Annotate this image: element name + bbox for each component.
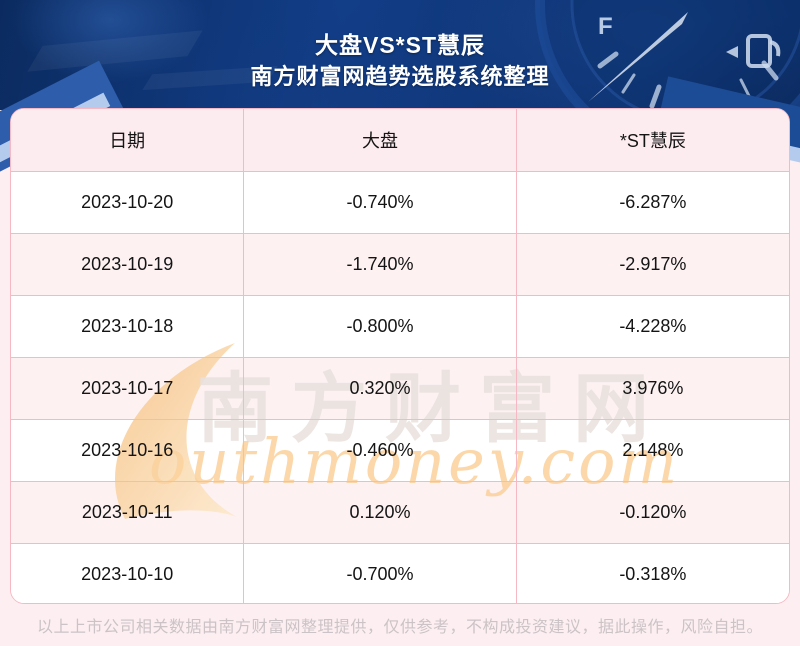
table-row: 2023-10-16 -0.460% 2.148% [11,419,789,481]
table-body: 2023-10-20 -0.740% -6.287% 2023-10-19 -1.740… [11,171,789,603]
stock-change-cell: -4.228% [516,295,789,357]
market-change-cell: 0.320% [244,357,517,419]
page-subtitle: 南方财富网趋势选股系统整理 [250,64,550,89]
table-row: 2023-10-11 0.120% -0.120% [11,481,789,543]
table-row: 2023-10-20 -0.740% -6.287% [11,171,789,233]
market-change-cell: -0.700% [244,543,517,603]
stock-change-cell: -0.318% [516,543,789,603]
gauge-full-label: F [598,13,613,40]
market-change-cell: -1.740% [244,233,517,295]
date-cell: 2023-10-11 [11,481,245,543]
stock-change-cell: -0.120% [516,481,789,543]
stock-change-cell: -6.287% [516,171,789,233]
table-header-row: 日期 大盘 *ST慧辰 [11,109,789,171]
date-cell: 2023-10-17 [11,357,245,419]
table-row: 2023-10-18 -0.800% -4.228% [11,295,789,357]
page-title: 大盘VS*ST慧辰 [314,32,486,58]
date-cell: 2023-10-20 [11,171,245,233]
column-header: 日期 [11,109,245,171]
market-change-cell: 0.120% [244,481,517,543]
column-header: 大盘 [244,109,517,171]
market-change-cell: -0.460% [244,419,517,481]
data-table: 日期 大盘 *ST慧辰 2023-10-20 -0.740% -6.287% 2023-1… [11,109,789,603]
footer-disclaimer: 以上上市公司相关数据由南方财富网整理提供，仅供参考，不构成投资建议，据此操作，风… [36,619,763,636]
date-cell: 2023-10-16 [11,419,245,481]
date-cell: 2023-10-10 [11,543,245,603]
date-cell: 2023-10-19 [11,233,245,295]
date-cell: 2023-10-18 [11,295,245,357]
table-row: 2023-10-19 -1.740% -2.917% [11,233,789,295]
stock-change-cell: -2.917% [516,233,789,295]
market-change-cell: -0.800% [244,295,517,357]
market-change-cell: -0.740% [244,171,517,233]
stock-change-cell: 2.148% [516,419,789,481]
column-header: *ST慧辰 [619,131,686,151]
comparison-table: 南方财富网 outhmoney.com 日期 大盘 *ST慧辰 2023-10-20… [10,108,790,604]
table-row: 2023-10-17 0.320% 3.976% [11,357,789,419]
stock-change-cell: 3.976% [516,357,789,419]
table-row: 2023-10-10 -0.700% -0.318% [11,543,789,603]
